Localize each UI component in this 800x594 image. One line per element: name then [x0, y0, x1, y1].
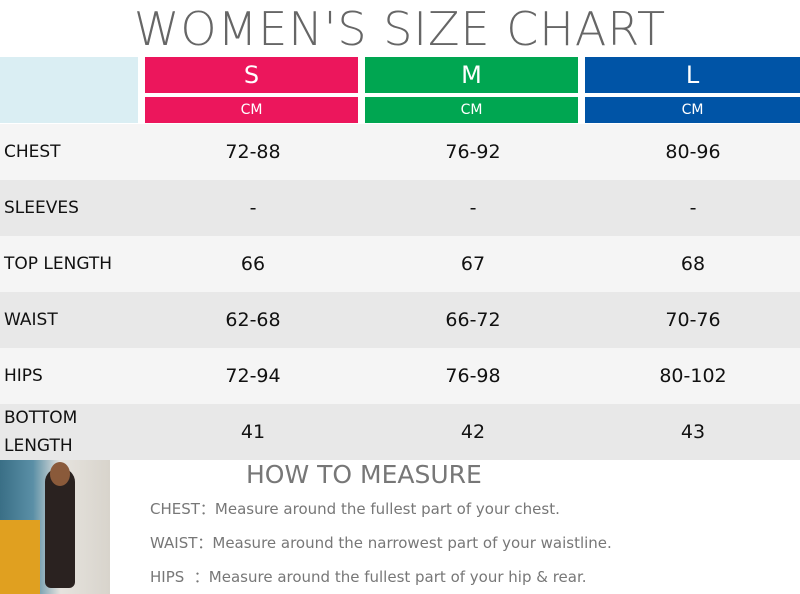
page-title: WOMEN'S SIZE CHART: [133, 2, 667, 56]
model-photo: [0, 460, 110, 594]
cell-value: 72-94: [225, 365, 281, 387]
cell-value: -: [689, 197, 697, 219]
row-label: SLEEVES: [4, 198, 79, 218]
size-header-l: L: [585, 57, 800, 93]
measure-waist: WAIST：Measure around the narrowest part …: [150, 534, 612, 552]
cell-value: 41: [240, 421, 266, 443]
cell-value: -: [469, 197, 477, 219]
cell-value: -: [249, 197, 257, 219]
size-header-s: S: [145, 57, 358, 93]
cell-value: 68: [680, 253, 706, 275]
cell-value: 66-72: [445, 309, 501, 331]
table-row: WAIST 62-68 66-72 70-76: [0, 292, 800, 348]
row-label: CHEST: [4, 142, 61, 162]
cell-value: 80-96: [665, 141, 721, 163]
cell-value: 62-68: [225, 309, 281, 331]
table-row: TOP LENGTH 66 67 68: [0, 236, 800, 292]
row-label: HIPS: [4, 366, 43, 386]
cell-value: 67: [460, 253, 486, 275]
cell-value: 70-76: [665, 309, 721, 331]
size-header-m: M: [365, 57, 578, 93]
measure-hips: HIPS ：Measure around the fullest part of…: [150, 568, 587, 586]
table-row: BOTTOM LENGTH 41 42 43: [0, 404, 800, 460]
table-row: CHEST 72-88 76-92 80-96: [0, 124, 800, 180]
header-label-cell: [0, 57, 138, 123]
table-row: SLEEVES - - -: [0, 180, 800, 236]
cell-value: 43: [680, 421, 706, 443]
cell-value: 66: [240, 253, 266, 275]
unit-label: CM: [585, 97, 800, 123]
cell-value: 76-92: [445, 141, 501, 163]
table-row: HIPS 72-94 76-98 80-102: [0, 348, 800, 404]
row-label: TOP LENGTH: [4, 254, 113, 274]
cell-value: 72-88: [225, 141, 281, 163]
unit-label: CM: [145, 97, 358, 123]
cell-value: 80-102: [659, 365, 727, 387]
row-label: WAIST: [4, 310, 58, 330]
how-to-measure-title: HOW TO MEASURE: [246, 460, 482, 489]
row-label: BOTTOM LENGTH: [4, 408, 78, 456]
cell-value: 42: [460, 421, 486, 443]
unit-label: CM: [365, 97, 578, 123]
how-to-measure-section: HOW TO MEASURE CHEST：Measure around the …: [0, 460, 800, 594]
measure-chest: CHEST：Measure around the fullest part of…: [150, 500, 560, 518]
cell-value: 76-98: [445, 365, 501, 387]
